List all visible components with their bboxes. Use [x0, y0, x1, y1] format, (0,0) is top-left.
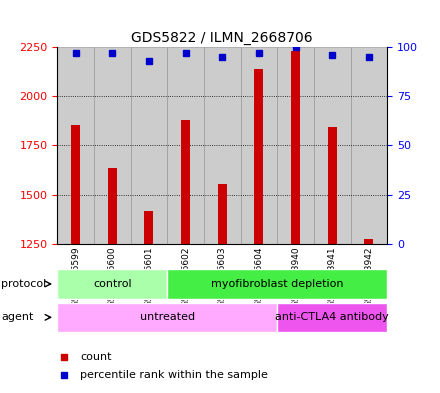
Text: anti-CTLA4 antibody: anti-CTLA4 antibody — [275, 312, 389, 322]
Bar — [57, 47, 94, 244]
Bar — [364, 239, 374, 244]
Bar — [167, 47, 204, 244]
Bar — [181, 120, 190, 244]
Text: untreated: untreated — [139, 312, 195, 322]
Bar — [108, 168, 117, 244]
Text: percentile rank within the sample: percentile rank within the sample — [81, 370, 268, 380]
Bar — [144, 211, 154, 244]
Bar — [351, 47, 387, 244]
Bar — [204, 47, 241, 244]
Bar — [254, 69, 264, 244]
Bar — [277, 303, 387, 332]
Bar — [314, 47, 351, 244]
Bar — [328, 127, 337, 244]
Bar — [57, 269, 167, 299]
Text: myofibroblast depletion: myofibroblast depletion — [211, 279, 344, 289]
Text: control: control — [93, 279, 132, 289]
Bar — [241, 47, 277, 244]
Text: count: count — [81, 352, 112, 362]
Bar — [131, 47, 167, 244]
Bar — [57, 303, 277, 332]
Bar — [71, 125, 80, 244]
Bar — [94, 47, 131, 244]
Bar — [291, 51, 300, 244]
Text: agent: agent — [1, 312, 34, 322]
Bar — [277, 47, 314, 244]
Bar — [218, 184, 227, 244]
Bar — [167, 269, 387, 299]
Title: GDS5822 / ILMN_2668706: GDS5822 / ILMN_2668706 — [132, 31, 313, 45]
Text: protocol: protocol — [1, 279, 47, 289]
